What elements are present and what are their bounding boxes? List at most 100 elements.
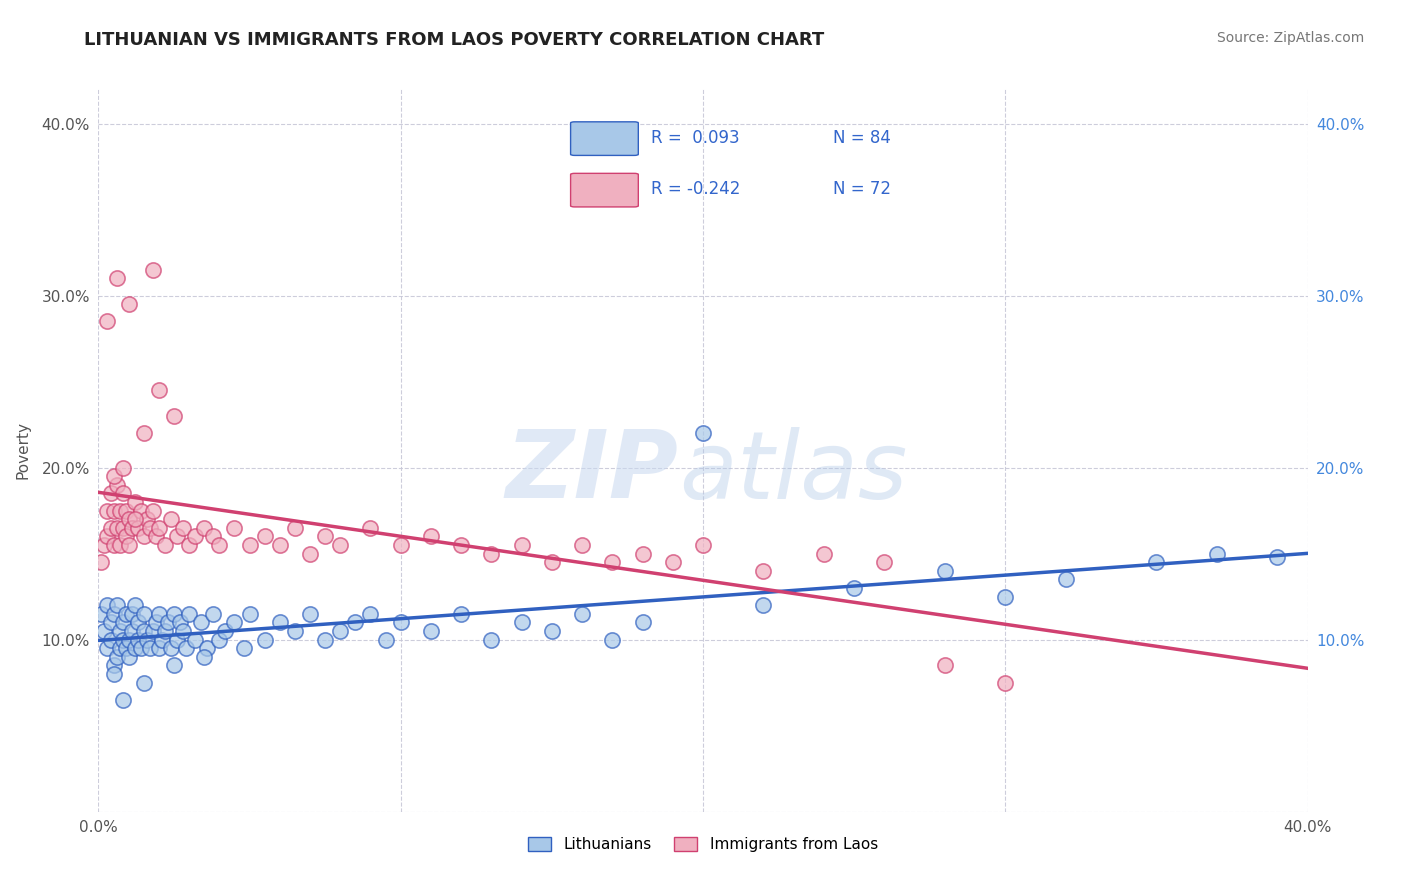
Point (132, 426, 155, 441)
Point (145, 615, 167, 630)
Point (360, 607, 382, 621)
Point (299, 547, 322, 561)
Point (239, 607, 262, 621)
Point (142, 624, 165, 639)
Point (124, 641, 146, 656)
Point (148, 607, 170, 621)
Point (103, 658, 125, 673)
Point (105, 649, 128, 664)
Point (108, 641, 131, 656)
Point (100, 615, 122, 630)
Point (105, 271, 128, 285)
Point (420, 624, 443, 639)
Point (202, 529, 225, 543)
Point (208, 632, 231, 647)
Point (208, 538, 231, 552)
Point (174, 641, 197, 656)
Point (111, 615, 134, 630)
Point (602, 555, 624, 569)
Point (135, 632, 157, 647)
Point (571, 607, 593, 621)
Point (100, 486, 122, 500)
Point (202, 607, 225, 621)
Point (96, 529, 118, 543)
Point (179, 538, 201, 552)
Point (214, 624, 236, 639)
Point (169, 615, 191, 630)
Point (420, 529, 443, 543)
Point (389, 538, 412, 552)
Point (253, 632, 276, 647)
Point (108, 538, 131, 552)
Point (329, 538, 352, 552)
Point (118, 512, 141, 526)
Point (156, 615, 179, 630)
Text: atlas: atlas (679, 426, 907, 517)
Point (166, 632, 188, 647)
Point (111, 460, 134, 475)
Point (124, 512, 146, 526)
Point (166, 529, 188, 543)
Point (127, 521, 149, 535)
Point (127, 615, 149, 630)
Point (224, 615, 246, 630)
Point (374, 632, 396, 647)
Point (510, 615, 533, 630)
Text: ZIP: ZIP (506, 426, 679, 518)
Point (269, 615, 291, 630)
Point (127, 632, 149, 647)
Point (602, 632, 624, 647)
Point (118, 538, 141, 552)
Point (96, 599, 118, 613)
Point (103, 667, 125, 681)
Point (329, 624, 352, 639)
Point (103, 469, 125, 483)
Point (132, 675, 155, 690)
Point (163, 409, 186, 423)
Point (284, 624, 307, 639)
Point (129, 641, 152, 656)
Point (1206, 547, 1229, 561)
Point (193, 649, 215, 664)
Point (284, 521, 307, 535)
Point (631, 615, 654, 630)
Point (1144, 555, 1167, 569)
Point (239, 538, 262, 552)
Point (692, 538, 714, 552)
Point (571, 538, 593, 552)
Point (139, 641, 162, 656)
Point (93, 538, 115, 552)
Point (118, 649, 141, 664)
Point (253, 529, 276, 543)
Point (142, 503, 165, 517)
Point (184, 529, 207, 543)
Y-axis label: Poverty: Poverty (15, 421, 31, 480)
Point (540, 624, 562, 639)
Point (90, 607, 112, 621)
Point (150, 632, 173, 647)
Point (148, 641, 170, 656)
Point (184, 632, 207, 647)
Point (752, 564, 775, 578)
Point (299, 607, 322, 621)
Point (96, 503, 118, 517)
Point (124, 599, 146, 613)
Point (873, 555, 896, 569)
Point (148, 521, 170, 535)
Point (224, 521, 246, 535)
Point (481, 632, 503, 647)
Point (132, 529, 155, 543)
Text: LITHUANIAN VS IMMIGRANTS FROM LAOS POVERTY CORRELATION CHART: LITHUANIAN VS IMMIGRANTS FROM LAOS POVER… (84, 31, 824, 49)
Point (93, 624, 115, 639)
Point (90, 555, 112, 569)
Point (813, 547, 835, 561)
Point (100, 521, 122, 535)
Point (269, 538, 291, 552)
Point (661, 555, 683, 569)
Point (148, 384, 170, 398)
Point (692, 426, 714, 441)
Point (145, 529, 167, 543)
Point (389, 615, 412, 630)
Point (314, 632, 336, 647)
Point (103, 538, 125, 552)
